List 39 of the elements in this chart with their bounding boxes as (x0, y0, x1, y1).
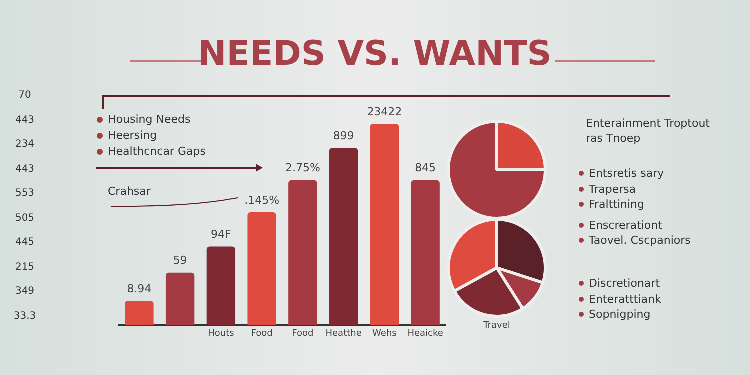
text: Enscrerationt (588, 218, 664, 232)
text: 33.3 (12, 310, 38, 322)
annotation: 94F (211, 228, 232, 242)
text: 215 (14, 262, 36, 272)
text: Enterainment Troptout ras Tnoep (586, 116, 711, 146)
text: Enteratttiank (588, 292, 662, 306)
text: Taovel. Cscpaniors (588, 233, 692, 248)
text: 443 (14, 114, 36, 126)
text: 70 (18, 90, 32, 101)
x-tick-label: Houts (208, 328, 235, 339)
annotation: Crahsar (108, 185, 151, 198)
annotation: .145% (244, 194, 280, 207)
text: 23422 (367, 105, 402, 118)
x-tick-label: Food (251, 328, 273, 339)
text: 445 (14, 237, 36, 248)
text: 443 (14, 164, 36, 174)
text: Travel (482, 321, 512, 331)
annotation: 8.94 (127, 282, 152, 296)
annotation: Housing Needs (107, 113, 191, 126)
x-tick-label: Wehs (372, 328, 398, 339)
annotation: 899 (333, 130, 354, 143)
annotation: 845 (415, 162, 436, 175)
x-tick-label: Heaicke (408, 328, 444, 339)
text: 553 (14, 188, 36, 199)
annotation: Heersing (107, 129, 158, 142)
x-tick-label: Heatthe (326, 328, 362, 339)
annotation: 59 (173, 254, 188, 268)
x-tick-label: Food (292, 328, 314, 339)
text: 505 (14, 212, 36, 224)
text: Discretionart (588, 276, 662, 291)
text: 349 (14, 286, 36, 297)
chart-title: NEEDS VS. WANTS (197, 34, 553, 74)
text: Trapersa (588, 182, 638, 196)
text: Entsretis sary (588, 166, 666, 181)
annotation: 2.75% (285, 162, 320, 175)
text: Fralttining (588, 197, 646, 212)
text: Sopnigping (588, 307, 652, 322)
annotation: Healthcncar Gaps (107, 145, 206, 158)
text: 234 (14, 139, 36, 150)
